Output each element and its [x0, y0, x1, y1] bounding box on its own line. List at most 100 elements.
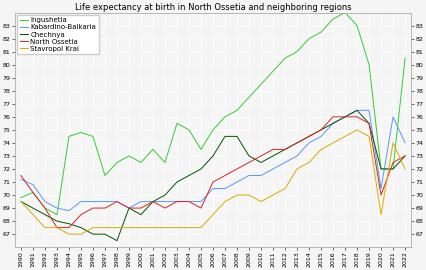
Kabardino-Balkaria — [78, 200, 83, 203]
Stavropol Krai — [331, 141, 336, 144]
Ingushetia — [331, 18, 336, 21]
Title: Life expectancy at birth in North Ossetia and neighboring regions: Life expectancy at birth in North Osseti… — [75, 3, 351, 12]
Stavropol Krai — [150, 226, 155, 229]
Stavropol Krai — [66, 232, 72, 236]
Kabardino-Balkaria — [354, 109, 360, 112]
Line: North Ossetia: North Ossetia — [21, 117, 405, 228]
Chechnya — [391, 167, 396, 171]
Kabardino-Balkaria — [90, 200, 95, 203]
Kabardino-Balkaria — [343, 115, 348, 119]
Line: Kabardino-Balkaria: Kabardino-Balkaria — [21, 110, 405, 211]
Kabardino-Balkaria — [18, 178, 23, 181]
Stavropol Krai — [18, 200, 23, 203]
Ingushetia — [66, 135, 72, 138]
North Ossetia — [43, 207, 48, 210]
Stavropol Krai — [30, 213, 35, 216]
North Ossetia — [138, 207, 144, 210]
North Ossetia — [354, 115, 360, 119]
Line: Ingushetia: Ingushetia — [21, 13, 405, 215]
Chechnya — [18, 200, 23, 203]
Stavropol Krai — [162, 226, 167, 229]
Kabardino-Balkaria — [102, 200, 107, 203]
Ingushetia — [187, 128, 192, 131]
North Ossetia — [222, 174, 227, 177]
North Ossetia — [319, 128, 324, 131]
North Ossetia — [55, 226, 60, 229]
Ingushetia — [199, 148, 204, 151]
Stavropol Krai — [343, 135, 348, 138]
Chechnya — [102, 232, 107, 236]
Ingushetia — [150, 148, 155, 151]
North Ossetia — [294, 141, 299, 144]
Stavropol Krai — [78, 232, 83, 236]
Chechnya — [354, 109, 360, 112]
Chechnya — [115, 239, 120, 242]
Ingushetia — [306, 37, 311, 40]
Chechnya — [319, 128, 324, 131]
North Ossetia — [150, 200, 155, 203]
Kabardino-Balkaria — [210, 187, 216, 190]
North Ossetia — [127, 207, 132, 210]
Kabardino-Balkaria — [162, 200, 167, 203]
North Ossetia — [174, 200, 179, 203]
Ingushetia — [174, 122, 179, 125]
Ingushetia — [78, 131, 83, 134]
Stavropol Krai — [138, 226, 144, 229]
North Ossetia — [271, 148, 276, 151]
Chechnya — [403, 154, 408, 158]
Ingushetia — [43, 207, 48, 210]
Stavropol Krai — [366, 135, 371, 138]
Kabardino-Balkaria — [403, 141, 408, 144]
North Ossetia — [30, 191, 35, 194]
Stavropol Krai — [199, 226, 204, 229]
Kabardino-Balkaria — [30, 183, 35, 186]
Ingushetia — [162, 161, 167, 164]
Stavropol Krai — [271, 193, 276, 197]
Ingushetia — [403, 56, 408, 60]
Chechnya — [78, 226, 83, 229]
Stavropol Krai — [306, 161, 311, 164]
Chechnya — [90, 232, 95, 236]
Ingushetia — [210, 128, 216, 131]
Chechnya — [366, 122, 371, 125]
North Ossetia — [115, 200, 120, 203]
Stavropol Krai — [234, 193, 239, 197]
Chechnya — [55, 220, 60, 223]
North Ossetia — [247, 161, 252, 164]
Chechnya — [331, 122, 336, 125]
Stavropol Krai — [378, 213, 383, 216]
Chechnya — [259, 161, 264, 164]
North Ossetia — [66, 226, 72, 229]
Stavropol Krai — [391, 141, 396, 144]
Kabardino-Balkaria — [366, 109, 371, 112]
Kabardino-Balkaria — [174, 200, 179, 203]
North Ossetia — [403, 154, 408, 158]
Chechnya — [210, 154, 216, 158]
Kabardino-Balkaria — [391, 115, 396, 119]
Stavropol Krai — [187, 226, 192, 229]
Chechnya — [174, 180, 179, 184]
Stavropol Krai — [210, 213, 216, 216]
Chechnya — [294, 141, 299, 144]
Kabardino-Balkaria — [271, 167, 276, 171]
North Ossetia — [199, 207, 204, 210]
Ingushetia — [234, 109, 239, 112]
Ingushetia — [378, 167, 383, 171]
Kabardino-Balkaria — [138, 200, 144, 203]
Chechnya — [30, 207, 35, 210]
North Ossetia — [210, 180, 216, 184]
Kabardino-Balkaria — [55, 207, 60, 210]
Kabardino-Balkaria — [150, 200, 155, 203]
Kabardino-Balkaria — [378, 187, 383, 190]
Stavropol Krai — [282, 187, 288, 190]
Ingushetia — [319, 31, 324, 34]
Stavropol Krai — [102, 226, 107, 229]
Stavropol Krai — [294, 167, 299, 171]
Line: Stavropol Krai: Stavropol Krai — [21, 130, 405, 234]
North Ossetia — [259, 154, 264, 158]
North Ossetia — [18, 174, 23, 177]
Stavropol Krai — [115, 226, 120, 229]
North Ossetia — [378, 193, 383, 197]
Kabardino-Balkaria — [306, 141, 311, 144]
Ingushetia — [282, 56, 288, 60]
